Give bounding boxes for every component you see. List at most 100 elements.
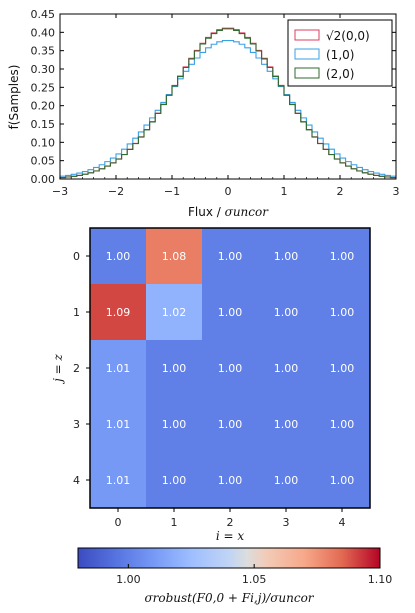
heatmap-x-tick-label: 3 — [283, 516, 290, 529]
colorbar-tick-label: 1.05 — [242, 573, 267, 586]
colorbar-tick-label: 1.00 — [116, 573, 141, 586]
legend-label-0: √2(0,0) — [326, 29, 370, 43]
heatmap-cell-label: 1.01 — [106, 362, 131, 375]
histogram-x-axis-label: Flux / σuncor — [188, 205, 269, 219]
heatmap-cell — [146, 228, 202, 284]
heatmap-cell — [146, 452, 202, 508]
heatmap-cell — [146, 396, 202, 452]
heatmap-cell-label: 1.08 — [162, 250, 187, 263]
heatmap-x-axis-label: i = x — [216, 529, 245, 543]
histogram-y-tick-label: 0.10 — [31, 136, 56, 149]
histogram-y-axis-label: f(Samples) — [7, 65, 21, 130]
heatmap-cell-label: 1.01 — [106, 418, 131, 431]
heatmap-y-tick-label: 1 — [73, 306, 80, 319]
histogram-panel: −3 −2 −1 0 1 2 3 0.00 0.05 0.10 0.15 0.20 0.25 0.30 0… — [7, 8, 400, 219]
heatmap-cell — [146, 340, 202, 396]
heatmap-y-tick-label: 2 — [73, 362, 80, 375]
heatmap-cell-label: 1.02 — [162, 306, 187, 319]
colorbar-gradient — [77, 547, 381, 569]
heatmap-cell-label: 1.00 — [274, 306, 299, 319]
colorbar-ticks: 1.00 1.05 1.10 — [116, 564, 392, 586]
histogram-x-tick-label: −2 — [108, 185, 124, 198]
heatmap-cell-label: 1.00 — [218, 474, 243, 487]
legend-swatch-1 — [294, 48, 320, 60]
heatmap-y-ticks: 0 1 2 3 4 — [73, 250, 90, 487]
histogram-y-ticks: 0.00 0.05 0.10 0.15 0.20 0.25 0.30 0.35 0.40 0.45 — [31, 8, 396, 186]
heatmap-cell — [314, 452, 370, 508]
histogram-legend: √2(0,0) (1,0) (2,0) — [287, 19, 393, 87]
histogram-y-tick-label: 0.45 — [31, 8, 56, 21]
heatmap-cell-label: 1.00 — [330, 474, 355, 487]
histogram-x-axis-label-math: σuncor — [225, 205, 270, 219]
legend-entry-0: √2(0,0) — [294, 29, 370, 43]
heatmap-panel: 1.00 1.08 1.00 1.00 1.00 1.09 1.02 1.00 1.00 1.00… — [51, 227, 371, 543]
histogram-y-tick-label: 0.05 — [31, 155, 56, 168]
heatmap-cell — [90, 396, 146, 452]
histogram-y-tick-label: 0.00 — [31, 173, 56, 186]
histogram-series-group — [59, 27, 396, 179]
heatmap-cell — [202, 396, 258, 452]
heatmap-y-axis-label: j = z — [51, 353, 65, 384]
heatmap-cell — [146, 284, 202, 340]
heatmap-cell — [314, 284, 370, 340]
histogram-series-1 — [59, 40, 396, 179]
heatmap-cell — [202, 340, 258, 396]
legend-swatch-2 — [294, 67, 320, 79]
legend-swatch-0 — [294, 29, 320, 41]
heatmap-cell-label: 1.00 — [162, 418, 187, 431]
heatmap-y-tick-label: 3 — [73, 418, 80, 431]
heatmap-cell-label: 1.00 — [218, 362, 243, 375]
legend-entry-1: (1,0) — [294, 48, 354, 62]
histogram-x-tick-label: 3 — [393, 185, 400, 198]
heatmap-cell-label: 1.09 — [106, 306, 131, 319]
histogram-y-tick-label: 0.20 — [31, 100, 56, 113]
heatmap-cell — [258, 228, 314, 284]
heatmap-y-tick-label: 4 — [73, 474, 80, 487]
heatmap-cell — [314, 340, 370, 396]
legend-frame — [287, 19, 393, 87]
heatmap-cell-label: 1.00 — [330, 306, 355, 319]
heatmap-x-tick-label: 2 — [227, 516, 234, 529]
heatmap-cell — [202, 284, 258, 340]
heatmap-cell — [314, 228, 370, 284]
heatmap-cell-label: 1.00 — [330, 418, 355, 431]
heatmap-x-tick-label: 1 — [171, 516, 178, 529]
histogram-y-tick-label: 0.40 — [31, 26, 56, 39]
heatmap-x-tick-label: 4 — [339, 516, 346, 529]
heatmap-cell — [90, 340, 146, 396]
heatmap-x-tick-label: 0 — [115, 516, 122, 529]
histogram-x-tick-label: 1 — [281, 185, 288, 198]
histogram-x-tick-label: −3 — [52, 185, 68, 198]
histogram-x-tick-label: 2 — [337, 185, 344, 198]
heatmap-cell-label: 1.00 — [274, 250, 299, 263]
heatmap-cell-label: 1.00 — [162, 474, 187, 487]
heatmap-cell — [258, 452, 314, 508]
heatmap-cell-label: 1.00 — [274, 474, 299, 487]
histogram-x-tick-label: −1 — [164, 185, 180, 198]
heatmap-cell-label: 1.00 — [330, 362, 355, 375]
colorbar: 1.00 1.05 1.10 σrobust(F0,0 + Fi,j)/σuncor — [77, 547, 392, 605]
legend-label-1: (1,0) — [326, 48, 354, 62]
heatmap-cell — [90, 284, 146, 340]
heatmap-cell — [258, 396, 314, 452]
heatmap-cells: 1.00 1.08 1.00 1.00 1.00 1.09 1.02 1.00 1.00 1.00… — [90, 228, 370, 508]
heatmap-cell-label: 1.00 — [330, 250, 355, 263]
histogram-y-tick-label: 0.15 — [31, 118, 56, 131]
histogram-y-tick-label: 0.25 — [31, 81, 56, 94]
heatmap-cell-label: 1.01 — [106, 474, 131, 487]
heatmap-cell-label: 1.00 — [274, 418, 299, 431]
heatmap-y-tick-label: 0 — [73, 250, 80, 263]
heatmap-cell-label: 1.00 — [218, 250, 243, 263]
colorbar-tick-label: 1.10 — [368, 573, 393, 586]
heatmap-cell — [202, 228, 258, 284]
heatmap-cell — [258, 284, 314, 340]
histogram-x-tick-label: 0 — [225, 185, 232, 198]
histogram-y-tick-label: 0.30 — [31, 63, 56, 76]
heatmap-x-ticks: 0 1 2 3 4 — [115, 508, 346, 529]
heatmap-cell-label: 1.00 — [218, 306, 243, 319]
heatmap-cell — [258, 340, 314, 396]
histogram-series-2 — [59, 28, 396, 179]
heatmap-cell-label: 1.00 — [274, 362, 299, 375]
legend-label-2: (2,0) — [326, 67, 354, 81]
